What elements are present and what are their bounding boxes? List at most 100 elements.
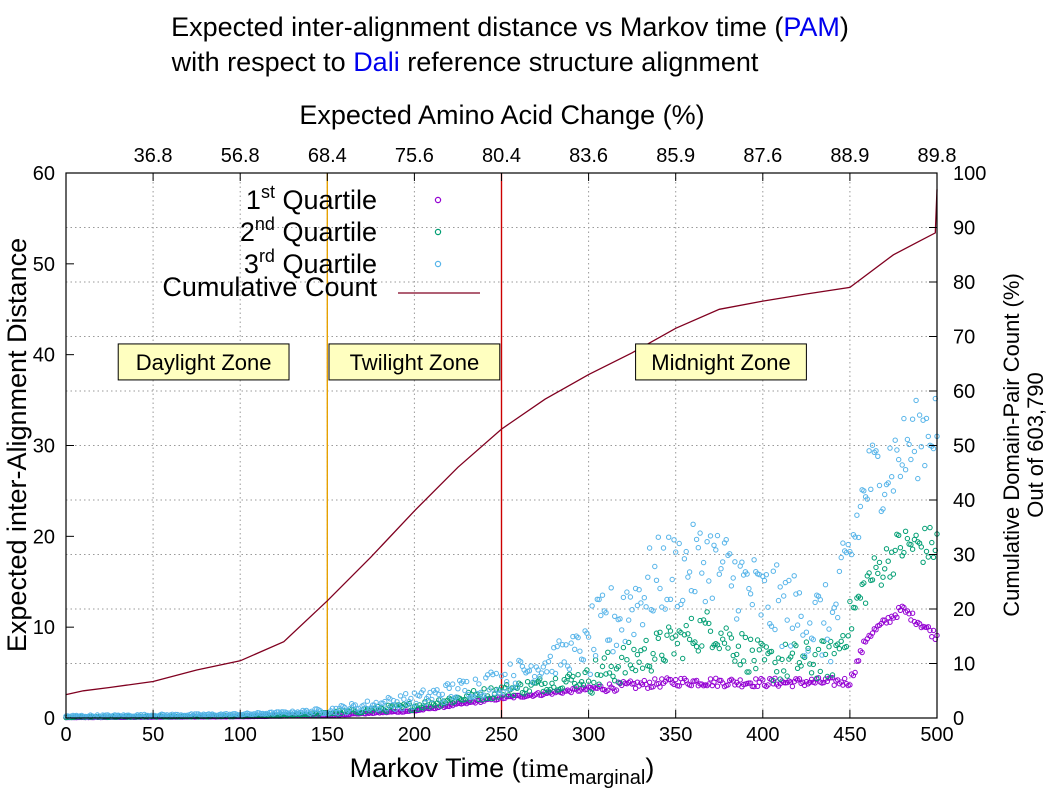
y2-tick-label: 0 <box>953 708 964 730</box>
data-point <box>599 592 606 598</box>
data-point <box>470 694 477 700</box>
data-point <box>373 699 379 706</box>
data-point <box>671 651 677 657</box>
data-point <box>760 677 766 683</box>
data-point <box>916 412 923 418</box>
data-point <box>594 672 600 678</box>
data-point <box>805 645 811 652</box>
data-point <box>692 588 698 595</box>
data-point <box>890 488 897 494</box>
data-point <box>721 640 728 646</box>
data-point <box>702 598 708 605</box>
data-point <box>855 534 862 541</box>
data-point <box>876 482 883 489</box>
data-point <box>866 570 872 576</box>
data-point <box>796 676 803 682</box>
x-tick-label: 200 <box>398 724 431 746</box>
data-point <box>798 663 804 669</box>
data-point <box>486 687 492 693</box>
data-point <box>603 610 609 616</box>
zone-lines <box>326 173 503 718</box>
data-point <box>274 709 280 715</box>
data-point <box>725 682 731 688</box>
data-point <box>911 448 918 455</box>
data-point <box>667 628 674 634</box>
data-point <box>681 556 688 562</box>
data-point <box>922 525 928 532</box>
data-point <box>429 696 435 703</box>
data-point <box>699 570 705 576</box>
data-point <box>807 661 813 667</box>
legend-marker <box>434 228 442 236</box>
data-point <box>796 590 803 596</box>
data-point <box>591 679 597 686</box>
data-point <box>617 616 623 622</box>
data-point <box>403 708 409 714</box>
y2-tick-label: 70 <box>953 327 975 349</box>
data-point <box>927 524 933 531</box>
data-point <box>801 653 808 659</box>
data-point <box>908 541 914 548</box>
data-point <box>887 574 893 580</box>
data-point <box>641 646 647 652</box>
data-point <box>747 636 754 642</box>
y-tick-label: 30 <box>33 436 55 458</box>
data-point <box>598 672 604 678</box>
data-point <box>671 681 677 688</box>
data-point <box>639 665 646 671</box>
x-tick-label: 500 <box>920 724 953 746</box>
data-point <box>648 668 654 674</box>
data-point <box>450 681 456 687</box>
data-point <box>714 683 721 689</box>
data-point <box>624 589 630 595</box>
y-tick-label: 50 <box>33 254 55 276</box>
zone-box <box>635 343 807 381</box>
data-point <box>617 680 623 686</box>
data-point <box>753 665 759 672</box>
data-point <box>847 598 853 605</box>
data-point <box>746 585 752 592</box>
data-point <box>559 642 566 648</box>
data-point <box>551 645 557 651</box>
data-point <box>904 436 911 443</box>
x-tick-label: 400 <box>746 724 779 746</box>
data-point <box>695 545 701 551</box>
y-tick-label: 60 <box>33 163 55 185</box>
data-point <box>909 416 916 422</box>
data-point <box>788 679 794 685</box>
data-point <box>728 583 735 589</box>
data-point <box>878 582 884 588</box>
data-point <box>673 633 679 639</box>
data-point <box>835 614 841 621</box>
data-point <box>883 546 890 552</box>
data-point <box>824 636 830 642</box>
data-point <box>504 682 510 688</box>
data-point <box>873 564 879 571</box>
data-point <box>542 680 548 687</box>
data-point <box>608 585 614 591</box>
data-point <box>444 681 451 687</box>
data-point <box>890 571 897 577</box>
data-point <box>455 686 461 692</box>
y2-tick-label: 80 <box>953 272 975 294</box>
data-point <box>761 657 768 663</box>
data-point <box>901 415 907 422</box>
data-point <box>700 559 707 566</box>
data-point <box>556 638 562 644</box>
data-point <box>619 654 625 661</box>
x-axis-label: Markov Time (timemarginal) <box>350 753 655 789</box>
data-point <box>634 602 641 609</box>
legend-label: Cumulative Count <box>162 272 377 302</box>
data-point <box>864 496 870 502</box>
data-point <box>693 643 700 650</box>
data-point <box>718 566 724 572</box>
data-point <box>788 643 794 649</box>
data-point <box>842 675 848 682</box>
data-point <box>826 626 832 632</box>
chart-title-line2: with respect to Dali reference structure… <box>171 47 759 77</box>
data-point <box>810 661 816 668</box>
data-point <box>901 549 907 556</box>
data-point <box>653 630 660 636</box>
data-point <box>464 678 470 685</box>
data-point <box>422 700 428 706</box>
